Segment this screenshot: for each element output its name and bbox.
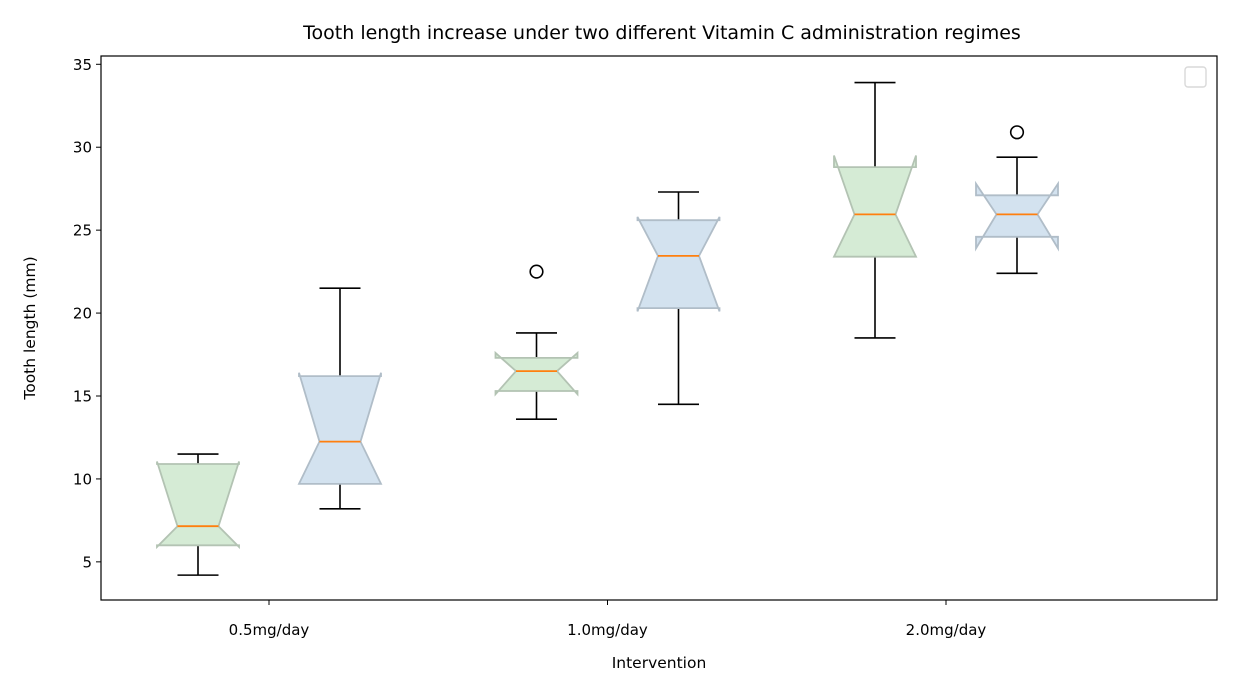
box-group (832, 81, 918, 339)
box-group (975, 125, 1059, 275)
box (297, 372, 383, 485)
x-axis: 0.5mg/day 1.0mg/day 2.0mg/day (229, 600, 987, 639)
box (636, 216, 721, 312)
y-tick-label: 10 (73, 470, 92, 488)
box (975, 180, 1059, 252)
x-tick-label: 2.0mg/day (906, 621, 987, 639)
box-group (494, 264, 579, 421)
y-tick-label: 30 (73, 139, 92, 157)
y-tick-label: 25 (73, 222, 92, 240)
box (156, 461, 240, 550)
x-axis-label: Intervention (612, 654, 707, 672)
outlier-point (1009, 125, 1025, 140)
y-tick-label: 5 (82, 553, 92, 571)
y-tick-label: 35 (73, 56, 92, 74)
box (494, 350, 579, 397)
plot-area (156, 81, 1059, 576)
chart-title: Tooth length increase under two differen… (302, 22, 1021, 44)
legend (1184, 66, 1207, 88)
plot-frame (100, 55, 1218, 601)
box-group (156, 453, 240, 576)
y-tick-label: 20 (73, 305, 92, 323)
y-tick-label: 15 (73, 388, 92, 406)
box-group (297, 287, 383, 510)
outlier-point (529, 264, 544, 279)
box-group (636, 191, 721, 406)
x-tick-label: 0.5mg/day (229, 621, 310, 639)
y-axis-label: Tooth length (mm) (21, 256, 39, 400)
y-axis: 5 10 15 20 25 30 35 (73, 56, 101, 571)
box (832, 155, 918, 258)
x-tick-label: 1.0mg/day (567, 621, 648, 639)
